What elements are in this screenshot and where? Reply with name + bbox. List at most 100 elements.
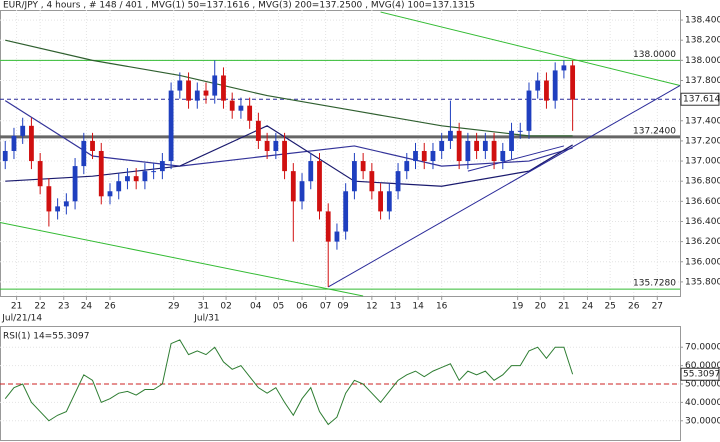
candle-body bbox=[72, 166, 78, 202]
candle-body bbox=[46, 186, 52, 212]
candle-body bbox=[29, 125, 34, 162]
y-tick-label: 30.0000 bbox=[685, 416, 720, 426]
y-tick-label: 136.2000 bbox=[685, 237, 720, 247]
candle-body bbox=[456, 130, 462, 162]
y-tick-label: 136.0000 bbox=[685, 257, 720, 267]
trendline bbox=[467, 145, 565, 172]
candle-body bbox=[317, 161, 322, 212]
y-tick-label: 136.8000 bbox=[685, 177, 720, 187]
candle-body bbox=[570, 65, 576, 100]
candle-body bbox=[11, 135, 17, 151]
y-tick-label: 50.0000 bbox=[685, 380, 720, 390]
x-tick-label: 04 bbox=[250, 302, 262, 312]
candle-body bbox=[177, 80, 183, 91]
candle-body bbox=[360, 161, 366, 172]
y-tick-label: 138.0000 bbox=[685, 56, 720, 66]
chart-title: EUR/JPY , 4 hours , # 148 / 401 , MVG(1)… bbox=[3, 1, 475, 11]
candle-body bbox=[325, 211, 331, 242]
y-tick-label: 136.6000 bbox=[685, 197, 720, 207]
y-tick-label: 137.8000 bbox=[685, 76, 720, 86]
candle-body bbox=[203, 90, 209, 96]
value-box bbox=[680, 367, 720, 381]
x-tick-label: 26 bbox=[104, 302, 116, 312]
y-tick-label: 136.4000 bbox=[685, 217, 720, 227]
x-tick-label: 24 bbox=[81, 302, 93, 312]
rsi-title: RSI(1) 14=55.3097 bbox=[3, 332, 89, 342]
candle-body bbox=[151, 171, 157, 173]
candle-body bbox=[194, 90, 200, 101]
candle-body bbox=[482, 140, 488, 151]
candle-body bbox=[439, 140, 445, 151]
candle-body bbox=[535, 80, 541, 91]
candle-body bbox=[544, 80, 549, 101]
level-label: 138.0000 bbox=[633, 50, 676, 60]
x-tick-label: 12 bbox=[366, 302, 377, 312]
candle-body bbox=[404, 161, 410, 172]
x-tick-label: 07 bbox=[320, 302, 331, 312]
candle-body bbox=[378, 191, 383, 212]
price-box bbox=[680, 92, 720, 106]
value-label: 55.3097 bbox=[683, 370, 720, 380]
x-tick-label: 14 bbox=[412, 302, 424, 312]
candle-body bbox=[125, 176, 130, 182]
candle-body bbox=[142, 171, 148, 182]
candle-body bbox=[561, 65, 567, 71]
y-tick-label: 60.0000 bbox=[685, 361, 720, 371]
candle-body bbox=[63, 201, 69, 207]
candle-body bbox=[90, 140, 95, 151]
x-tick-label: 22 bbox=[34, 302, 45, 312]
candle-body bbox=[369, 171, 375, 192]
x-tick-label: 31 bbox=[198, 302, 209, 312]
x-tick-label: 05 bbox=[273, 302, 284, 312]
y-tick-label: 70.0000 bbox=[685, 343, 720, 353]
candle-body bbox=[238, 105, 244, 111]
x-tick-label: 20 bbox=[535, 302, 547, 312]
candle-body bbox=[37, 161, 43, 187]
candle-body bbox=[517, 130, 523, 132]
y-tick-label: 138.4000 bbox=[685, 16, 720, 26]
candle-body bbox=[352, 161, 357, 192]
x-tick-label: 19 bbox=[512, 302, 524, 312]
candle-body bbox=[168, 90, 174, 162]
trendline bbox=[380, 11, 681, 87]
level-label: 135.7280 bbox=[633, 279, 676, 289]
x-tick-label: 25 bbox=[604, 302, 615, 312]
candle-body bbox=[552, 70, 558, 101]
candle-body bbox=[2, 150, 8, 162]
x-tick-label: 02 bbox=[220, 302, 231, 312]
x-tick-label: 29 bbox=[168, 302, 180, 312]
x-tick-label: 23 bbox=[58, 302, 69, 312]
candle-body bbox=[509, 130, 514, 151]
y-tick-label: 135.8000 bbox=[685, 277, 720, 287]
candle-body bbox=[20, 125, 26, 136]
candle-body bbox=[526, 90, 532, 131]
moving-average bbox=[5, 39, 573, 137]
y-tick-label: 40.0000 bbox=[685, 398, 720, 408]
trendline bbox=[0, 221, 364, 297]
y-tick-label: 137.0000 bbox=[685, 157, 720, 167]
x-tick-label: 26 bbox=[628, 302, 640, 312]
candle-body bbox=[273, 140, 279, 151]
main-pane bbox=[0, 10, 681, 297]
candle-body bbox=[212, 75, 218, 96]
x-tick-label: 09 bbox=[337, 302, 349, 312]
candle-body bbox=[430, 150, 436, 162]
x-tick-label: 21 bbox=[11, 302, 22, 312]
rsi-line bbox=[4, 339, 574, 426]
x-tick-label: 06 bbox=[296, 302, 308, 312]
candle-body bbox=[81, 140, 87, 167]
candle-body bbox=[413, 150, 418, 162]
trendline bbox=[327, 85, 681, 288]
y-tick-label: 138.2000 bbox=[685, 36, 720, 46]
candle-body bbox=[133, 176, 139, 182]
candle-body bbox=[107, 191, 113, 197]
level-label: 137.2400 bbox=[633, 126, 676, 136]
candle-body bbox=[474, 140, 480, 151]
candle-body bbox=[264, 140, 270, 151]
candle-body bbox=[159, 161, 165, 172]
moving-average bbox=[4, 100, 573, 167]
candle-body bbox=[282, 140, 287, 172]
candle-body bbox=[247, 105, 253, 121]
candle-body bbox=[395, 171, 401, 192]
